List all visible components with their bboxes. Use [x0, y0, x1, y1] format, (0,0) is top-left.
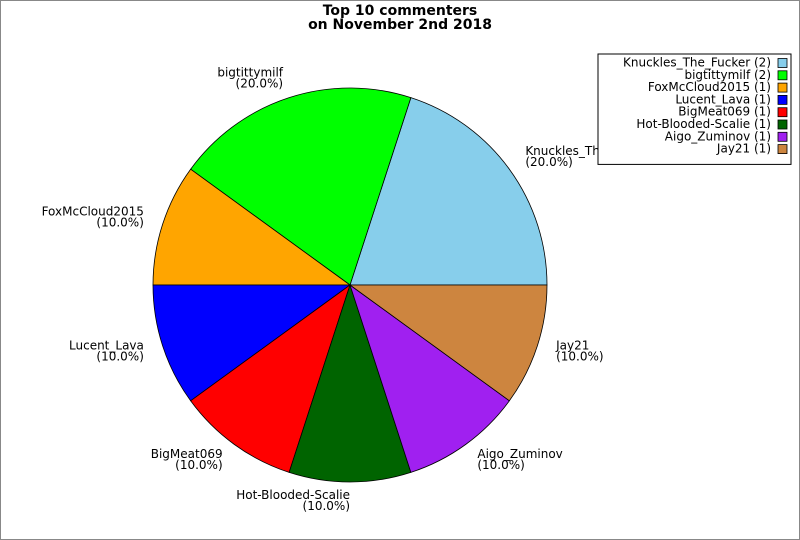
- value-label: (20.0%): [525, 155, 572, 169]
- legend-label: Aigo_Zuminov (1): [665, 129, 771, 143]
- chart-title: on November 2nd 2018: [308, 17, 492, 33]
- pie-slice: [190, 283, 351, 473]
- pie-slice: [348, 284, 548, 402]
- slice-label: BigMeat069: [151, 447, 223, 461]
- legend-label: Knuckles_The_Fucker (2): [623, 56, 771, 70]
- pie-slice: [349, 283, 510, 473]
- legend-swatch: [777, 82, 788, 93]
- legend-label: FoxMcCloud2015 (1): [648, 80, 771, 94]
- legend-swatch: [777, 119, 788, 130]
- chart-title: Top 10 commenters: [323, 3, 478, 19]
- legend-label: bigtittymilf (2): [684, 68, 771, 82]
- slice-label: bigtittymilf: [217, 65, 283, 79]
- slice-label: FoxMcCloud2015: [42, 205, 144, 219]
- pie-slice: [288, 283, 412, 483]
- slice-label: Aigo_Zuminov: [477, 447, 562, 461]
- value-label: (10.0%): [175, 458, 222, 472]
- value-label: (10.0%): [96, 216, 143, 230]
- slice-label: Jay21: [555, 338, 589, 352]
- value-label: (10.0%): [477, 458, 524, 472]
- legend-box: [597, 53, 792, 165]
- value-label: (10.0%): [556, 349, 603, 363]
- pie-slice: [190, 87, 412, 286]
- legend-label: BigMeat069 (1): [678, 105, 771, 119]
- legend-swatch: [777, 95, 788, 105]
- value-label: (20.0%): [236, 76, 283, 90]
- slice-label: Hot-Blooded-Scalie: [236, 488, 350, 502]
- pie-slice: [152, 168, 352, 286]
- slice-label: Lucent_Lava: [69, 338, 144, 352]
- legend-label: Hot-Blooded-Scalie (1): [636, 117, 771, 131]
- legend-swatch: [777, 131, 788, 142]
- legend-swatch: [777, 144, 788, 155]
- pie-slice: [152, 284, 352, 402]
- value-label: (10.0%): [303, 499, 350, 513]
- legend-label: Jay21 (1): [716, 142, 771, 156]
- legend-label: Lucent_Lava (1): [675, 92, 771, 106]
- pie-slice: [349, 97, 548, 286]
- value-label: (10.0%): [96, 349, 143, 363]
- legend-swatch: [777, 58, 788, 68]
- legend-swatch: [777, 70, 788, 81]
- legend-swatch: [777, 107, 788, 118]
